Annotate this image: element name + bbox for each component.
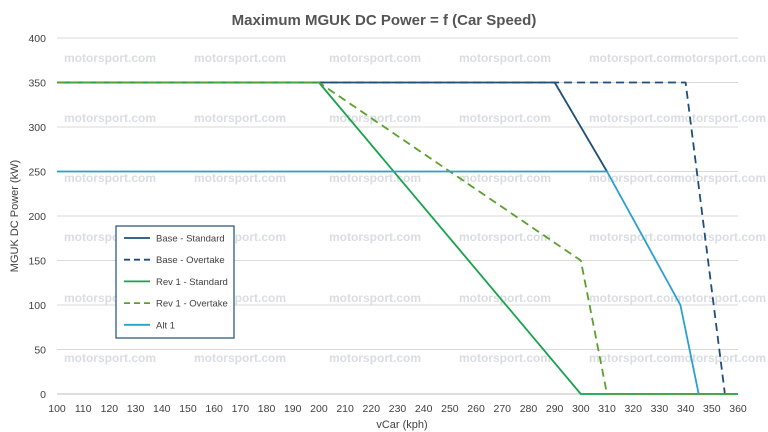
- watermark-text-12: motorsport.com: [64, 171, 156, 185]
- watermark-text-29: motorsport.com: [674, 291, 766, 305]
- y-tick-label-0: 0: [40, 389, 46, 401]
- x-tick-label-300: 300: [572, 403, 590, 415]
- x-tick-label-290: 290: [546, 403, 564, 415]
- watermark-text-23: motorsport.com: [674, 230, 766, 244]
- watermark-text-22: motorsport.com: [589, 230, 681, 244]
- watermark-text-2: motorsport.com: [329, 51, 421, 65]
- x-tick-label-360: 360: [729, 403, 747, 415]
- watermark-text-13: motorsport.com: [194, 171, 286, 185]
- y-tick-label-200: 200: [28, 211, 46, 223]
- series-layer: [57, 81, 738, 395]
- watermark-text-32: motorsport.com: [329, 351, 421, 365]
- x-tick-label-110: 110: [75, 403, 92, 415]
- y-tick-label-250: 250: [28, 167, 46, 179]
- series-line-rev-1-overtake: [57, 81, 738, 395]
- watermark-text-9: motorsport.com: [459, 111, 551, 125]
- watermark-text-11: motorsport.com: [674, 111, 766, 125]
- legend-entry-3: Rev 1 - Overtake: [156, 299, 228, 310]
- chart-title: Maximum MGUK DC Power = f (Car Speed): [232, 12, 537, 29]
- x-axis-label: vCar (kph): [376, 419, 427, 431]
- watermark-text-7: motorsport.com: [194, 111, 286, 125]
- watermark-text-16: motorsport.com: [589, 171, 681, 185]
- watermark-text-28: motorsport.com: [589, 291, 681, 305]
- watermark-text-20: motorsport.com: [329, 230, 421, 244]
- x-tick-label-280: 280: [520, 403, 538, 415]
- watermark-text-35: motorsport.com: [674, 351, 766, 365]
- x-tick-label-260: 260: [467, 403, 485, 415]
- watermark-text-30: motorsport.com: [64, 351, 156, 365]
- x-tick-label-210: 210: [336, 403, 354, 415]
- x-tick-label-310: 310: [598, 403, 616, 415]
- watermark-text-17: motorsport.com: [674, 171, 766, 185]
- watermark-text-10: motorsport.com: [589, 111, 681, 125]
- x-tick-label-240: 240: [415, 403, 433, 415]
- watermark-text-14: motorsport.com: [329, 171, 421, 185]
- watermark-text-1: motorsport.com: [194, 51, 286, 65]
- x-tick-label-230: 230: [389, 403, 407, 415]
- watermark-text-8: motorsport.com: [329, 111, 421, 125]
- x-tick-label-160: 160: [205, 403, 223, 415]
- watermark-text-4: motorsport.com: [589, 51, 681, 65]
- watermark-text-5: motorsport.com: [674, 51, 766, 65]
- x-tick-label-340: 340: [677, 403, 695, 415]
- legend-entry-0: Base - Standard: [156, 234, 225, 245]
- x-tick-label-270: 270: [494, 403, 512, 415]
- x-tick-label-170: 170: [232, 403, 250, 415]
- x-tick-label-350: 350: [703, 403, 721, 415]
- grid-lines: [57, 37, 738, 395]
- legend-entry-1: Base - Overtake: [156, 255, 225, 266]
- watermark-text-0: motorsport.com: [64, 51, 156, 65]
- legend-entry-4: Alt 1: [156, 320, 175, 331]
- watermark-text-34: motorsport.com: [589, 351, 681, 365]
- watermark-text-3: motorsport.com: [459, 51, 551, 65]
- y-tick-label-350: 350: [28, 78, 46, 90]
- x-tick-label-140: 140: [153, 403, 171, 415]
- y-axis-ticks: 0 50 100 150 200 250 300 350 400: [28, 33, 46, 401]
- y-tick-label-100: 100: [28, 300, 46, 312]
- watermark-text-26: motorsport.com: [329, 291, 421, 305]
- legend: Base - Standard Base - Overtake Rev 1 - St…: [115, 225, 235, 339]
- y-tick-label-400: 400: [28, 33, 46, 45]
- x-tick-label-190: 190: [284, 403, 302, 415]
- watermark-text-27: motorsport.com: [459, 291, 551, 305]
- x-axis-ticks: 100 110 120 130 140 150 160 170 180 190 200 210 220 2…: [48, 403, 747, 415]
- watermark-text-21: motorsport.com: [459, 230, 551, 244]
- watermark-text-33: motorsport.com: [459, 351, 551, 365]
- x-tick-label-220: 220: [363, 403, 381, 415]
- y-tick-label-300: 300: [28, 122, 46, 134]
- x-tick-label-320: 320: [624, 403, 642, 415]
- watermark-text-31: motorsport.com: [194, 351, 286, 365]
- watermark-layer: motorsport.com motorsport.com motorsport.c…: [64, 51, 766, 365]
- x-tick-label-250: 250: [441, 403, 459, 415]
- x-tick-label-330: 330: [651, 403, 669, 415]
- y-tick-label-150: 150: [28, 256, 46, 268]
- x-tick-label-180: 180: [258, 403, 276, 415]
- x-tick-label-200: 200: [310, 403, 328, 415]
- x-tick-label-150: 150: [179, 403, 197, 415]
- watermark-text-6: motorsport.com: [64, 111, 156, 125]
- x-tick-label-130: 130: [127, 403, 145, 415]
- x-tick-label-100: 100: [48, 403, 66, 415]
- x-tick-label-120: 120: [101, 403, 119, 415]
- y-axis-label: MGUK DC Power (kW): [9, 160, 21, 272]
- series-line-alt-1: [57, 170, 700, 395]
- y-tick-label-50: 50: [34, 345, 46, 357]
- legend-entry-2: Rev 1 - Standard: [156, 277, 228, 288]
- watermark-text-15: motorsport.com: [459, 171, 551, 185]
